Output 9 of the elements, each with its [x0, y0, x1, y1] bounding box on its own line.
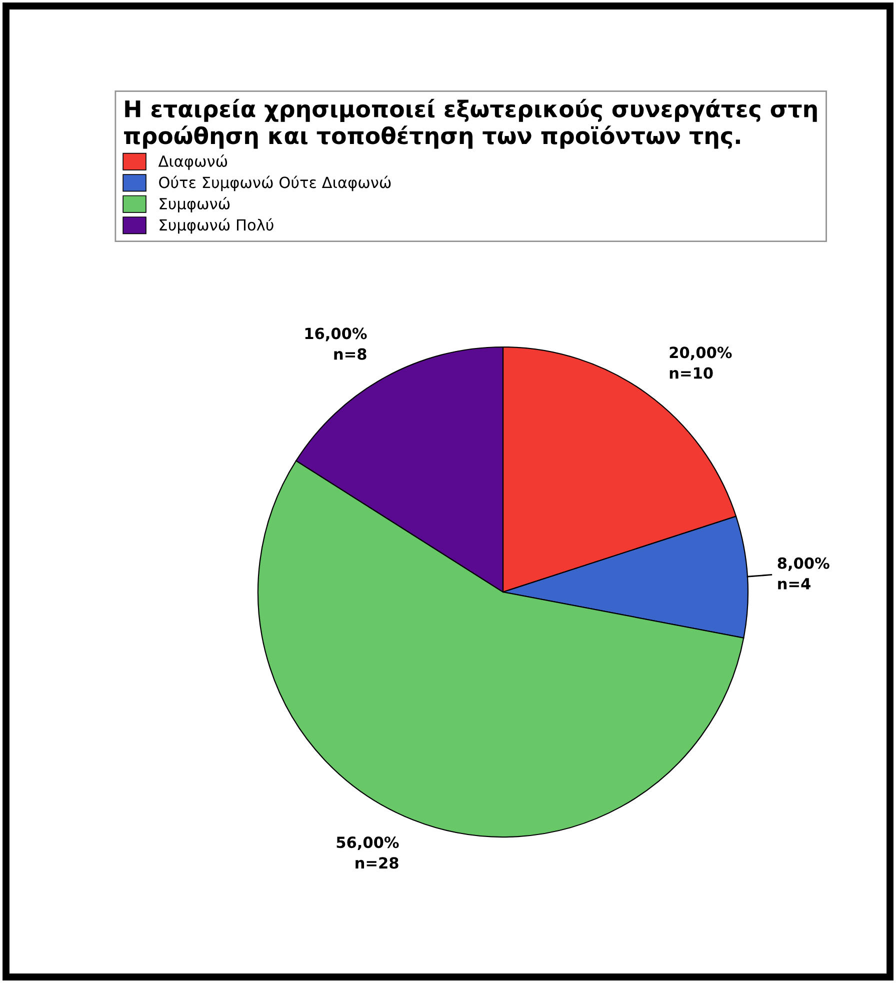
legend-label: Συμφωνώ [160, 196, 230, 212]
legend-label: Ούτε Συμφωνώ Ούτε Διαφωνώ [159, 176, 391, 192]
data-label: 56,00% n=28 [336, 836, 399, 869]
data-label: 16,00% n=8 [305, 328, 367, 360]
data-label: 20,00% n=10 [670, 346, 732, 379]
legend-label: Διαφωνώ [158, 154, 228, 170]
legend-title: Η εταιρεία χρησιμοποιεί εξωτερικούς συνεργάτες στη προώθηση και τοποθέτηση των προϊόντων της. [124, 98, 817, 149]
data-label: 8,00% n=4 [778, 557, 830, 590]
legend-label: Συμφωνώ Πολύ [160, 218, 274, 234]
